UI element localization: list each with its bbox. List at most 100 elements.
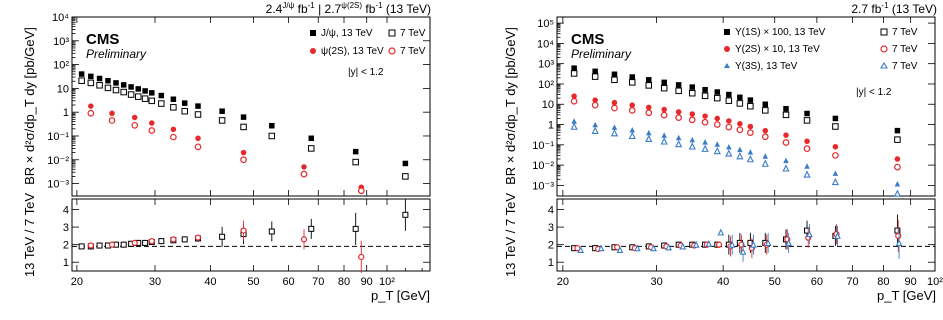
ratio-point <box>705 240 713 247</box>
x-tick-label: 40 <box>204 276 216 288</box>
left-ratio-frame <box>71 198 431 272</box>
y-tick-label: 10⁻² <box>532 160 554 172</box>
data-point <box>803 145 811 152</box>
data-point <box>87 109 95 117</box>
y-tick-label: 10⁻¹ <box>47 131 69 143</box>
data-point <box>725 97 733 104</box>
series-3 <box>570 97 901 171</box>
y-tick-label: 10⁻³ <box>47 179 69 191</box>
right-legend-marker-y3s-13 <box>724 63 730 68</box>
ratio-point <box>78 243 85 250</box>
data-point <box>894 156 901 162</box>
ratio-point <box>268 228 275 235</box>
data-point <box>611 124 618 130</box>
x-tick-label: 70 <box>312 276 324 288</box>
series-0 <box>78 71 409 167</box>
data-point <box>268 132 276 140</box>
data-point <box>611 76 618 84</box>
ratio-point <box>692 240 700 248</box>
data-point <box>714 89 721 95</box>
x-tick-label: 90 <box>905 276 917 288</box>
data-point <box>301 164 307 170</box>
data-point <box>131 114 138 121</box>
ratio-point <box>739 247 747 255</box>
data-point <box>804 110 810 117</box>
data-point <box>170 133 177 141</box>
data-point <box>352 148 359 155</box>
ratio-point <box>750 240 757 248</box>
data-point <box>148 97 156 105</box>
data-point <box>352 158 359 166</box>
data-point <box>894 136 901 143</box>
ratio-tick-label: 2 <box>548 240 554 252</box>
data-point <box>195 135 201 142</box>
right-ratio-axis-title: 13 TeV / 7 TeV <box>503 193 518 277</box>
data-point <box>78 77 85 84</box>
series-2 <box>571 93 901 162</box>
ratio-point <box>728 240 736 248</box>
data-point <box>308 135 315 142</box>
data-point <box>736 152 744 160</box>
data-point <box>629 127 635 133</box>
x-tick-label: 60 <box>811 276 823 288</box>
ratio-point <box>764 239 772 246</box>
x-tick-label: 10² <box>379 276 395 288</box>
data-point <box>893 189 902 197</box>
data-point <box>831 177 840 186</box>
x-tick-label: 20 <box>71 276 83 288</box>
data-point <box>591 101 599 109</box>
right-legend-label-y3s-13: Υ(3S), 13 TeV <box>735 61 798 72</box>
right-legend: Υ(1S) × 100, 13 TeV 7 TeV Υ(2S) × 10, 13… <box>724 27 918 72</box>
ratio-point <box>87 242 94 249</box>
data-point <box>689 89 696 97</box>
y-tick-label: 10² <box>53 60 69 72</box>
data-point <box>628 107 636 114</box>
data-point <box>675 140 683 148</box>
data-point <box>592 97 598 103</box>
ratio-point <box>131 239 138 247</box>
data-point <box>570 122 578 130</box>
right-y-axis-title: BR × d²σ/dp_T dy [pb/GeV] <box>503 27 518 185</box>
data-point <box>170 126 177 133</box>
data-point <box>218 117 226 124</box>
data-point <box>736 126 744 134</box>
ratio-tick-label: 1 <box>63 257 69 269</box>
data-point <box>702 139 708 145</box>
data-point <box>894 163 901 171</box>
data-point <box>804 163 810 169</box>
ratio-point <box>717 228 725 236</box>
data-point <box>661 106 667 113</box>
x-tick-label: 80 <box>877 276 889 288</box>
ratio-point <box>806 230 813 238</box>
data-point <box>645 82 653 89</box>
right-ratio-frame <box>556 198 936 272</box>
y-tick-label: 10 <box>542 99 554 111</box>
ratio-point <box>834 232 841 239</box>
data-point <box>803 170 811 178</box>
data-point <box>661 132 667 138</box>
data-point <box>96 75 103 82</box>
data-point <box>762 153 769 159</box>
left-cms-label: CMS <box>86 31 119 48</box>
data-point <box>194 111 202 118</box>
right-ratio-axis-ticks: 1 2 3 4 <box>548 205 935 269</box>
data-point <box>141 95 149 102</box>
data-point <box>726 118 732 124</box>
data-point <box>689 84 696 90</box>
data-point <box>240 114 247 120</box>
left-title-exp-2: -1 <box>375 1 383 10</box>
data-point <box>645 109 653 117</box>
data-point <box>88 73 94 80</box>
data-point <box>737 120 743 127</box>
data-point <box>135 86 141 92</box>
right-legend-label-y1s-7: 7 TeV <box>892 27 918 38</box>
data-point <box>571 65 577 71</box>
data-point <box>737 146 743 153</box>
data-point <box>782 164 790 172</box>
right-top-axis-ticks: 10⁻³ 10⁻² 10⁻¹ 1 10 10² 10³ 10⁴ 10⁵ <box>532 16 935 192</box>
data-point <box>701 92 709 100</box>
ratio-point <box>616 246 624 253</box>
data-point <box>611 71 618 78</box>
ratio-point <box>679 242 687 250</box>
